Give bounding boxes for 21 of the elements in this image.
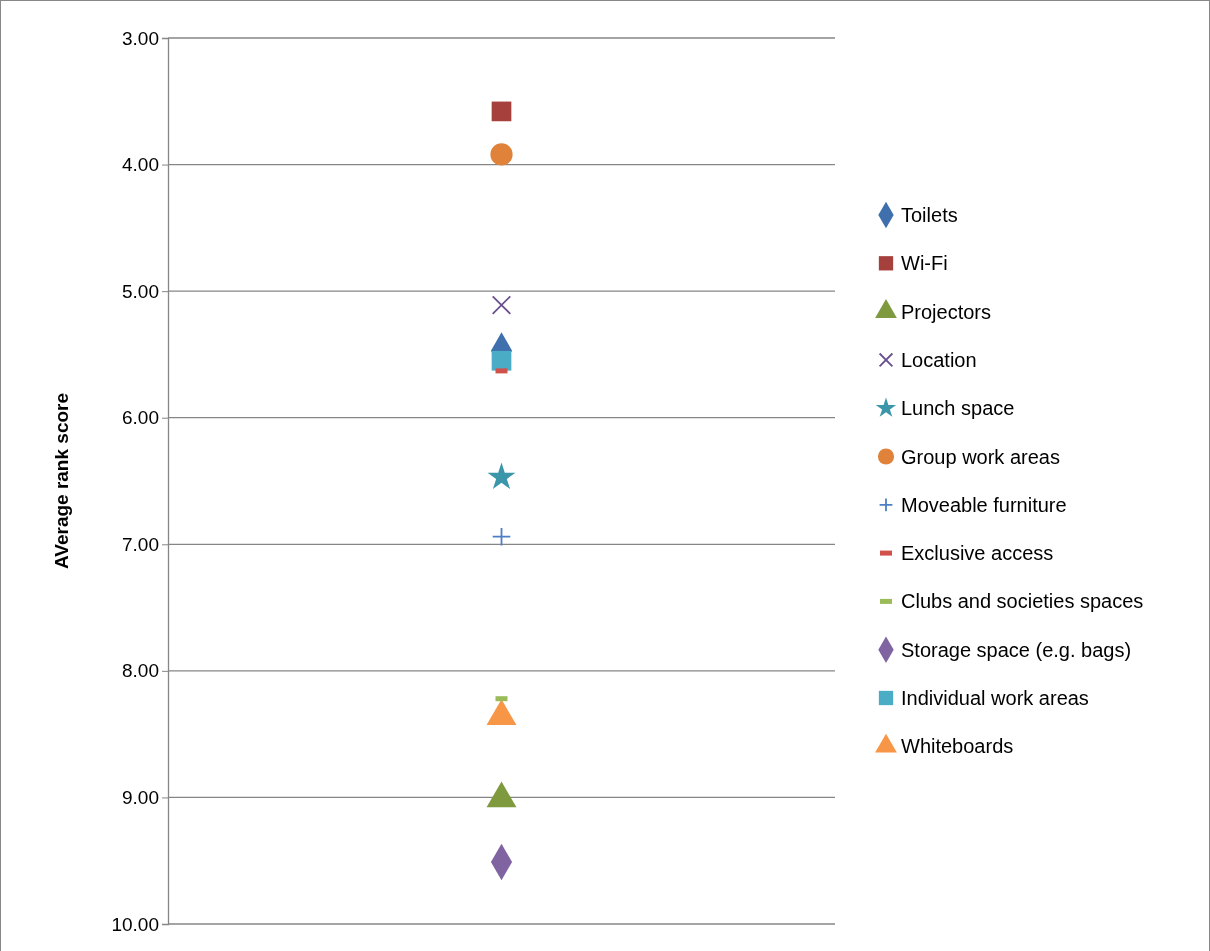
legend-label: Wi-Fi xyxy=(901,252,948,275)
y-tick-label: 10.00 xyxy=(111,913,159,935)
legend-label: Projectors xyxy=(901,300,992,323)
legend-label: Storage space (e.g. bags) xyxy=(901,638,1132,661)
y-tick-label: 5.00 xyxy=(122,280,159,302)
legend-label: Individual work areas xyxy=(901,687,1089,709)
legend-label: Location xyxy=(901,348,977,371)
y-tick-label: 9.00 xyxy=(122,787,159,809)
legend-label: Clubs and societies spaces xyxy=(901,590,1144,613)
y-tick-label: 6.00 xyxy=(122,407,159,429)
legend-label: Exclusive access xyxy=(901,542,1054,565)
y-axis-title: AVerage rank score xyxy=(51,392,72,570)
y-tick-label: 7.00 xyxy=(122,533,159,555)
y-tick-label: 3.00 xyxy=(122,27,159,49)
legend-label: Moveable furniture xyxy=(901,493,1067,516)
legend-label: Whiteboards xyxy=(901,735,1014,758)
legend-label: Group work areas xyxy=(901,445,1060,468)
y-tick-label: 8.00 xyxy=(122,660,159,682)
legend-label: Toilets xyxy=(901,204,958,226)
y-tick-label: 4.00 xyxy=(122,154,159,176)
legend-label: Lunch space xyxy=(901,397,1015,420)
